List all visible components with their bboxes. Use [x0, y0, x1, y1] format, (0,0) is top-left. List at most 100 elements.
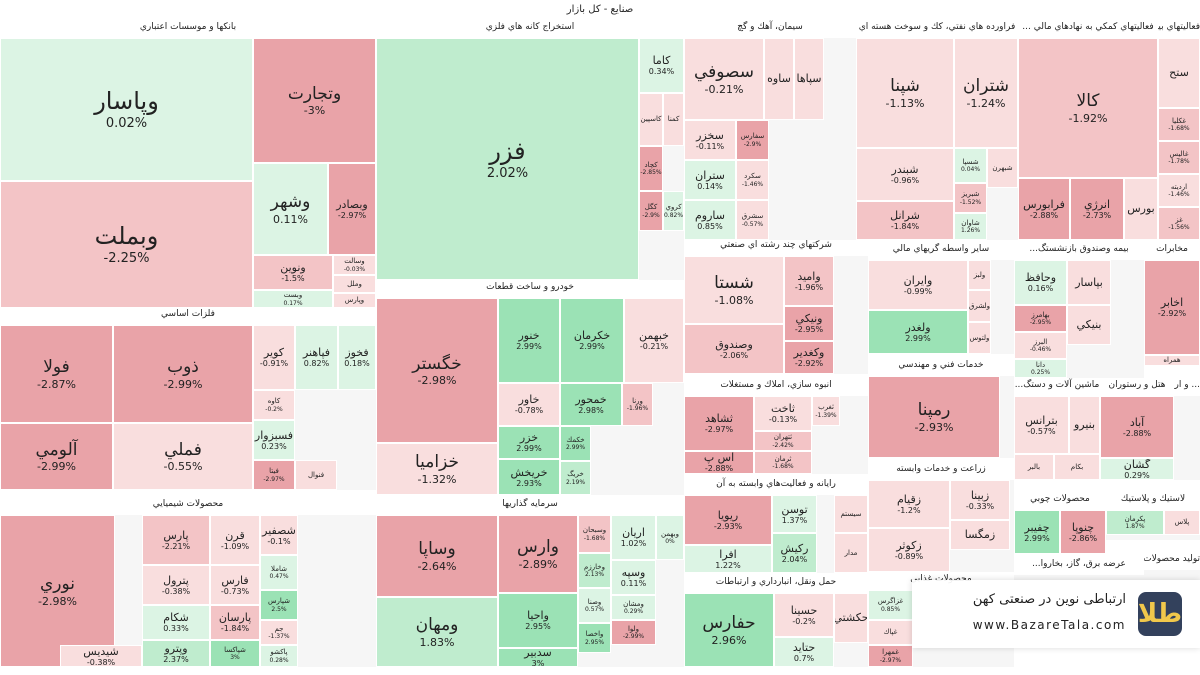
- stock-tile[interactable]: نوري -2.98%: [0, 515, 115, 667]
- stock-tile[interactable]: كروي 0.82%: [663, 191, 684, 231]
- stock-tile[interactable]: سصوفي -0.21%: [684, 38, 764, 120]
- stock-tile[interactable]: ومهان 1.83%: [376, 597, 498, 667]
- stock-tile[interactable]: سيستم: [834, 495, 868, 533]
- stock-tile[interactable]: شبندر -0.96%: [856, 148, 954, 201]
- stock-tile[interactable]: زمگسا: [950, 520, 1010, 550]
- stock-tile[interactable]: فولا -2.87%: [0, 325, 113, 423]
- stock-tile[interactable]: ارديته -1.46%: [1158, 174, 1200, 207]
- stock-tile[interactable]: وبصادر -2.97%: [328, 163, 376, 255]
- stock-tile[interactable]: بنيرو: [1069, 396, 1100, 454]
- stock-tile[interactable]: وپترو 2.37%: [142, 640, 210, 667]
- stock-tile[interactable]: وساپا -2.64%: [376, 515, 498, 597]
- stock-tile[interactable]: ومشان 0.29%: [611, 595, 656, 620]
- stock-tile[interactable]: ثاخت -0.13%: [754, 396, 812, 431]
- stock-tile[interactable]: فملي -0.55%: [113, 423, 253, 490]
- stock-tile[interactable]: شپنا -1.13%: [856, 38, 954, 148]
- stock-tile[interactable]: افرا 1.22%: [684, 545, 772, 573]
- stock-tile[interactable]: ثرمان -1.68%: [754, 451, 812, 474]
- stock-tile[interactable]: ساروم 0.85%: [684, 200, 736, 240]
- stock-tile[interactable]: سخزر -0.11%: [684, 120, 736, 160]
- stock-tile[interactable]: پلاس: [1164, 510, 1200, 535]
- stock-tile[interactable]: كاوه -0.2%: [253, 390, 295, 420]
- stock-tile[interactable]: پارسان -1.84%: [210, 605, 260, 640]
- stock-tile[interactable]: شبهرن: [987, 148, 1018, 188]
- stock-tile[interactable]: پارس -2.21%: [142, 515, 210, 565]
- stock-tile[interactable]: ولبز: [968, 260, 991, 290]
- stock-tile[interactable]: وسالت -0.03%: [333, 255, 376, 275]
- stock-tile[interactable]: شاوان 1.26%: [954, 213, 987, 240]
- stock-tile[interactable]: ذوب -2.99%: [113, 325, 253, 423]
- stock-tile[interactable]: خنور 2.99%: [498, 298, 560, 383]
- stock-tile[interactable]: خاور -0.78%: [498, 383, 560, 426]
- stock-tile[interactable]: واميد -1.96%: [784, 256, 834, 306]
- stock-tile[interactable]: فخوز 0.18%: [338, 325, 376, 390]
- stock-tile[interactable]: سپاها: [794, 38, 824, 120]
- stock-tile[interactable]: چنوپا -2.86%: [1060, 510, 1106, 554]
- stock-tile[interactable]: شبريز -1.52%: [954, 183, 987, 213]
- stock-tile[interactable]: وايران -0.99%: [868, 260, 968, 310]
- stock-tile[interactable]: فسبزوار 0.23%: [253, 420, 295, 460]
- stock-tile[interactable]: رمپنا -2.93%: [868, 376, 1000, 458]
- stock-tile[interactable]: شتران -1.24%: [954, 38, 1018, 148]
- stock-tile[interactable]: پاكشو 0.28%: [260, 645, 298, 667]
- stock-tile[interactable]: شسپا 0.04%: [954, 148, 987, 183]
- stock-tile[interactable]: وبهمن 0%: [656, 515, 684, 560]
- stock-tile[interactable]: انرژي -2.73%: [1070, 178, 1124, 240]
- stock-tile[interactable]: خكمك 2.99%: [560, 426, 591, 461]
- stock-tile[interactable]: غمهرا -2.97%: [868, 645, 913, 667]
- stock-tile[interactable]: بترانس -0.57%: [1014, 396, 1069, 454]
- stock-tile[interactable]: آلومي -2.99%: [0, 423, 113, 490]
- stock-tile[interactable]: واحيا 2.95%: [498, 593, 578, 648]
- stock-tile[interactable]: بورس: [1124, 178, 1158, 240]
- stock-tile[interactable]: كمنا: [663, 93, 684, 146]
- stock-tile[interactable]: وارس -2.89%: [498, 515, 578, 593]
- stock-tile[interactable]: ولغدر 2.99%: [868, 310, 968, 354]
- stock-tile[interactable]: وحافظ 0.16%: [1014, 260, 1067, 305]
- stock-tile[interactable]: گشان 0.29%: [1100, 458, 1174, 480]
- stock-tile[interactable]: قرن -1.09%: [210, 515, 260, 565]
- stock-tile[interactable]: ونيكي -2.95%: [784, 306, 834, 341]
- stock-tile[interactable]: خريخش 2.93%: [498, 459, 560, 495]
- stock-tile[interactable]: شصفير -0.1%: [260, 515, 298, 555]
- stock-tile[interactable]: سكرد -1.46%: [736, 160, 769, 200]
- stock-tile[interactable]: پكرمان 1.87%: [1106, 510, 1164, 535]
- stock-tile[interactable]: غزاگرس 0.85%: [868, 590, 913, 620]
- stock-tile[interactable]: خريگ 2.19%: [560, 461, 591, 495]
- stock-tile[interactable]: كچاد -2.85%: [639, 146, 663, 191]
- stock-tile[interactable]: فرابورس -2.88%: [1018, 178, 1070, 240]
- stock-tile[interactable]: ولتوس: [968, 322, 991, 354]
- stock-tile[interactable]: وپارس: [333, 293, 376, 308]
- stock-tile[interactable]: ستران 0.14%: [684, 160, 736, 200]
- stock-tile[interactable]: غكليا -1.68%: [1158, 108, 1200, 141]
- stock-tile[interactable]: فيتا -2.97%: [253, 460, 295, 490]
- stock-tile[interactable]: مدار: [834, 533, 868, 573]
- stock-tile[interactable]: ريويا -2.93%: [684, 495, 772, 545]
- stock-tile[interactable]: شستا -1.08%: [684, 256, 784, 324]
- stock-tile[interactable]: ولوا -2.99%: [611, 620, 656, 645]
- stock-tile[interactable]: آباد -2.88%: [1100, 396, 1174, 458]
- stock-tile[interactable]: بالبر: [1014, 454, 1054, 480]
- stock-tile[interactable]: سدبير 3%: [498, 648, 578, 667]
- stock-tile[interactable]: بهامرز -2.95%: [1014, 305, 1067, 332]
- stock-tile[interactable]: غاليس -1.78%: [1158, 141, 1200, 174]
- stock-tile[interactable]: غز -1.56%: [1158, 207, 1200, 240]
- stock-tile[interactable]: ساوه: [764, 38, 794, 120]
- stock-tile[interactable]: ركيش 2.04%: [772, 533, 817, 573]
- stock-tile[interactable]: بكام: [1054, 454, 1100, 480]
- stock-tile[interactable]: وبست 0.17%: [253, 290, 333, 308]
- stock-tile[interactable]: اخابر -2.92%: [1144, 260, 1200, 355]
- stock-tile[interactable]: وبملت -2.25%: [0, 181, 253, 308]
- stock-tile[interactable]: حتايد 0.7%: [774, 637, 834, 667]
- stock-tile[interactable]: وپاسار 0.02%: [0, 38, 253, 181]
- stock-tile[interactable]: وصندوق -2.06%: [684, 324, 784, 374]
- stock-tile[interactable]: آس پ -2.88%: [684, 451, 754, 474]
- stock-tile[interactable]: البرز -0.46%: [1014, 332, 1067, 359]
- stock-tile[interactable]: ثتهران -2.42%: [754, 431, 812, 451]
- stock-tile[interactable]: ونوين -1.5%: [253, 255, 333, 290]
- stock-tile[interactable]: شاملا 0.47%: [260, 555, 298, 590]
- stock-tile[interactable]: ثغرب -1.39%: [812, 396, 840, 426]
- stock-tile[interactable]: وسپه 0.11%: [611, 560, 656, 595]
- stock-tile[interactable]: فزر 2.02%: [376, 38, 639, 280]
- stock-tile[interactable]: وصنا 0.57%: [578, 588, 611, 623]
- stock-tile[interactable]: شرانل -1.84%: [856, 201, 954, 240]
